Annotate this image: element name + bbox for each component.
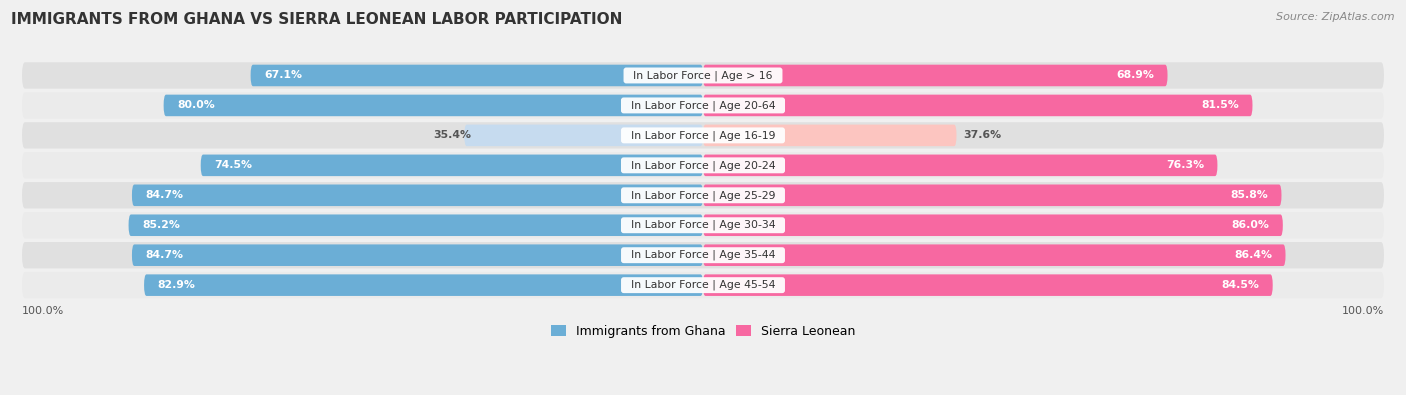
FancyBboxPatch shape	[163, 95, 703, 116]
FancyBboxPatch shape	[250, 65, 703, 86]
FancyBboxPatch shape	[703, 95, 1253, 116]
FancyBboxPatch shape	[132, 245, 703, 266]
FancyBboxPatch shape	[703, 275, 1272, 296]
FancyBboxPatch shape	[703, 65, 1167, 86]
Text: 84.7%: 84.7%	[145, 190, 183, 200]
Text: 84.5%: 84.5%	[1222, 280, 1260, 290]
Text: 80.0%: 80.0%	[177, 100, 215, 111]
Text: 35.4%: 35.4%	[433, 130, 471, 140]
Text: 74.5%: 74.5%	[214, 160, 252, 170]
FancyBboxPatch shape	[22, 212, 1384, 239]
Text: 81.5%: 81.5%	[1201, 100, 1239, 111]
Text: In Labor Force | Age > 16: In Labor Force | Age > 16	[626, 70, 780, 81]
Text: 67.1%: 67.1%	[264, 70, 302, 81]
Text: In Labor Force | Age 16-19: In Labor Force | Age 16-19	[624, 130, 782, 141]
FancyBboxPatch shape	[201, 154, 703, 176]
FancyBboxPatch shape	[22, 152, 1384, 179]
Text: 76.3%: 76.3%	[1166, 160, 1204, 170]
Text: 86.0%: 86.0%	[1232, 220, 1270, 230]
Text: In Labor Force | Age 45-54: In Labor Force | Age 45-54	[624, 280, 782, 290]
FancyBboxPatch shape	[703, 154, 1218, 176]
FancyBboxPatch shape	[22, 272, 1384, 298]
Text: 68.9%: 68.9%	[1116, 70, 1154, 81]
FancyBboxPatch shape	[22, 182, 1384, 209]
FancyBboxPatch shape	[703, 184, 1281, 206]
Text: IMMIGRANTS FROM GHANA VS SIERRA LEONEAN LABOR PARTICIPATION: IMMIGRANTS FROM GHANA VS SIERRA LEONEAN …	[11, 12, 623, 27]
FancyBboxPatch shape	[128, 214, 703, 236]
FancyBboxPatch shape	[22, 62, 1384, 88]
FancyBboxPatch shape	[22, 242, 1384, 268]
Text: In Labor Force | Age 25-29: In Labor Force | Age 25-29	[624, 190, 782, 201]
FancyBboxPatch shape	[22, 122, 1384, 149]
Text: 37.6%: 37.6%	[963, 130, 1001, 140]
Text: 85.2%: 85.2%	[142, 220, 180, 230]
Text: In Labor Force | Age 20-64: In Labor Force | Age 20-64	[624, 100, 782, 111]
Legend: Immigrants from Ghana, Sierra Leonean: Immigrants from Ghana, Sierra Leonean	[546, 320, 860, 343]
FancyBboxPatch shape	[703, 245, 1285, 266]
FancyBboxPatch shape	[22, 92, 1384, 118]
Text: Source: ZipAtlas.com: Source: ZipAtlas.com	[1277, 12, 1395, 22]
Text: 86.4%: 86.4%	[1234, 250, 1272, 260]
FancyBboxPatch shape	[143, 275, 703, 296]
Text: 100.0%: 100.0%	[1341, 306, 1384, 316]
Text: 82.9%: 82.9%	[157, 280, 195, 290]
FancyBboxPatch shape	[464, 124, 703, 146]
Text: In Labor Force | Age 20-24: In Labor Force | Age 20-24	[624, 160, 782, 171]
FancyBboxPatch shape	[703, 124, 956, 146]
FancyBboxPatch shape	[132, 184, 703, 206]
Text: 100.0%: 100.0%	[22, 306, 65, 316]
Text: 85.8%: 85.8%	[1230, 190, 1268, 200]
Text: In Labor Force | Age 35-44: In Labor Force | Age 35-44	[624, 250, 782, 260]
FancyBboxPatch shape	[703, 214, 1282, 236]
Text: 84.7%: 84.7%	[145, 250, 183, 260]
Text: In Labor Force | Age 30-34: In Labor Force | Age 30-34	[624, 220, 782, 231]
